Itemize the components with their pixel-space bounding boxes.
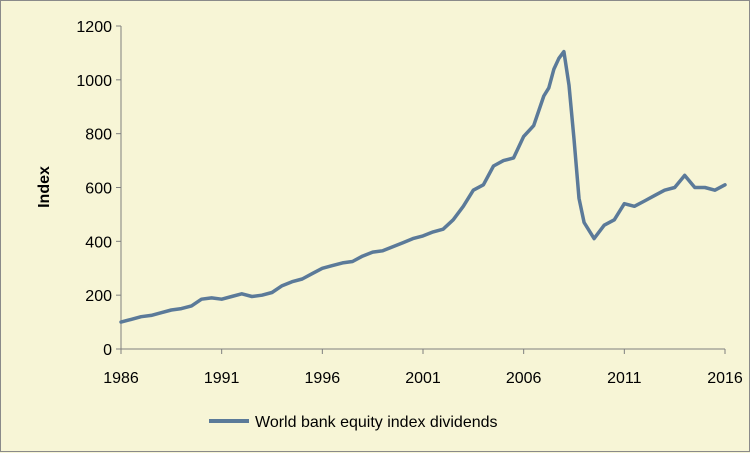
y-tick-label: 1200 [76, 19, 112, 36]
x-tick-label: 2001 [405, 370, 441, 387]
y-tick-label: 800 [85, 127, 112, 144]
y-tick-label: 600 [85, 181, 112, 198]
y-axis-label: Index [36, 166, 53, 208]
x-tick-label: 2006 [506, 370, 542, 387]
x-axis: 1986 1991 1996 2001 2006 2011 2016 [103, 348, 743, 387]
x-tick-label: 1986 [103, 370, 139, 387]
x-tick-label: 1991 [204, 370, 240, 387]
y-tick-label: 400 [85, 234, 112, 251]
x-tick-label: 2011 [607, 370, 642, 387]
y-tick-label: 1000 [76, 73, 112, 90]
x-tick-label: 2016 [707, 370, 743, 387]
y-tick-label: 200 [85, 288, 112, 305]
x-tick-label: 1996 [305, 370, 341, 387]
y-axis: 0 200 400 600 800 1000 1200 [76, 19, 122, 359]
legend: World bank equity index dividends [209, 414, 498, 431]
y-tick-label: 0 [103, 342, 112, 359]
series-line-0 [119, 49, 727, 324]
plot-area [119, 49, 727, 324]
legend-label: World bank equity index dividends [255, 414, 498, 431]
